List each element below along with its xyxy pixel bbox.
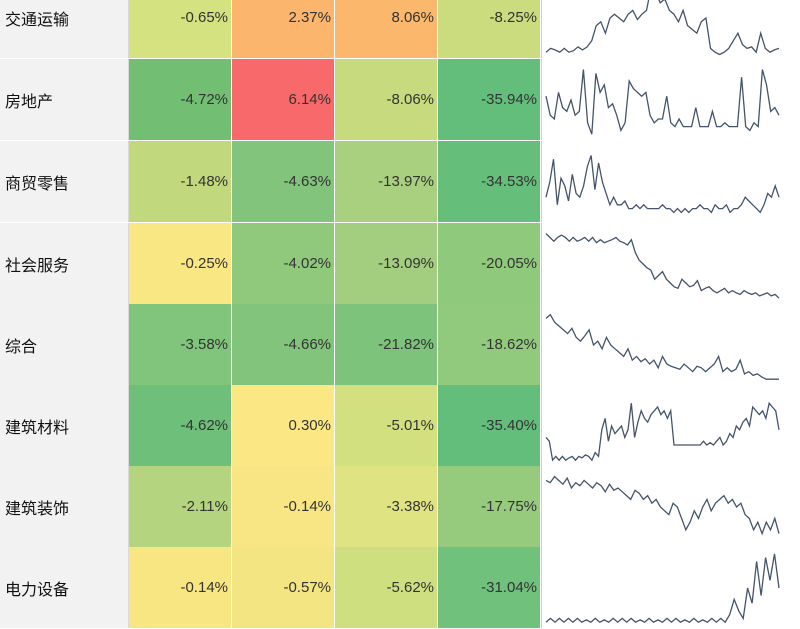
return-cell: -2.11% bbox=[129, 466, 232, 547]
sparkline bbox=[541, 141, 783, 222]
return-cell: -35.40% bbox=[438, 385, 541, 466]
return-cell: -13.09% bbox=[335, 223, 438, 304]
return-cell: -13.97% bbox=[335, 141, 438, 222]
table-row[interactable]: 综合 -3.58% -4.66% -21.82% -18.62% bbox=[0, 304, 800, 386]
sparkline-series bbox=[545, 69, 780, 135]
sparkline bbox=[541, 0, 783, 58]
return-cell: -5.01% bbox=[335, 385, 438, 466]
sparkline-series bbox=[545, 155, 780, 214]
return-cell: 8.06% bbox=[335, 0, 438, 58]
sparkline bbox=[541, 59, 783, 140]
return-cell: -5.62% bbox=[335, 547, 438, 628]
sparkline bbox=[541, 547, 783, 628]
sparkline-series bbox=[545, 313, 779, 380]
return-cell: -34.53% bbox=[438, 141, 541, 222]
return-cell: 2.37% bbox=[232, 0, 335, 58]
table-row[interactable]: 建筑材料 -4.62% 0.30% -5.01% -35.40% bbox=[0, 385, 800, 467]
return-cell: -0.14% bbox=[232, 466, 335, 547]
industry-name: 综合 bbox=[0, 304, 129, 385]
industry-name: 交通运输 bbox=[0, 0, 129, 58]
industry-name: 商贸零售 bbox=[0, 141, 129, 222]
sparkline bbox=[541, 223, 783, 304]
return-cell: -0.25% bbox=[129, 223, 232, 304]
industry-name: 建筑装饰 bbox=[0, 466, 129, 547]
return-cell: -21.82% bbox=[335, 304, 438, 385]
return-cell: -31.04% bbox=[438, 547, 541, 628]
return-cell: -0.65% bbox=[129, 0, 232, 58]
table-row[interactable]: 社会服务 -0.25% -4.02% -13.09% -20.05% bbox=[0, 223, 800, 305]
return-cell: 6.14% bbox=[232, 59, 335, 140]
sparkline-series bbox=[545, 553, 780, 624]
return-cell: -4.02% bbox=[232, 223, 335, 304]
table-row[interactable]: 商贸零售 -1.48% -4.63% -13.97% -34.53% bbox=[0, 141, 800, 223]
sparkline-series bbox=[545, 0, 780, 56]
return-cell: -8.06% bbox=[335, 59, 438, 140]
table-row[interactable]: 交通运输 -0.65% 2.37% 8.06% -8.25% bbox=[0, 0, 800, 59]
sparkline bbox=[541, 385, 783, 466]
return-cell: -4.72% bbox=[129, 59, 232, 140]
industry-name: 社会服务 bbox=[0, 223, 129, 304]
sparkline-series bbox=[545, 233, 780, 299]
return-cell: -18.62% bbox=[438, 304, 541, 385]
return-cell: -20.05% bbox=[438, 223, 541, 304]
sparkline-series bbox=[545, 475, 780, 536]
table-row[interactable]: 房地产 -4.72% 6.14% -8.06% -35.94% bbox=[0, 59, 800, 141]
return-cell: 0.30% bbox=[232, 385, 335, 466]
return-cell: -17.75% bbox=[438, 466, 541, 547]
sparkline bbox=[541, 466, 783, 547]
return-cell: -1.48% bbox=[129, 141, 232, 222]
table-row[interactable]: 电力设备 -0.14% -0.57% -5.62% -31.04% bbox=[0, 547, 800, 629]
return-cell: -3.58% bbox=[129, 304, 232, 385]
return-cell: -35.94% bbox=[438, 59, 541, 140]
industry-name: 电力设备 bbox=[0, 547, 129, 628]
industry-name: 建筑材料 bbox=[0, 385, 129, 466]
return-cell: -8.25% bbox=[438, 0, 541, 58]
return-cell: -0.57% bbox=[232, 547, 335, 628]
return-cell: -4.63% bbox=[232, 141, 335, 222]
return-cell: -4.62% bbox=[129, 385, 232, 466]
industry-name: 房地产 bbox=[0, 59, 129, 140]
return-cell: -3.38% bbox=[335, 466, 438, 547]
sparkline-series bbox=[545, 401, 780, 462]
table-row[interactable]: 建筑装饰 -2.11% -0.14% -3.38% -17.75% bbox=[0, 466, 800, 548]
return-cell: -0.14% bbox=[129, 547, 232, 628]
sparkline bbox=[541, 304, 783, 385]
return-cell: -4.66% bbox=[232, 304, 335, 385]
